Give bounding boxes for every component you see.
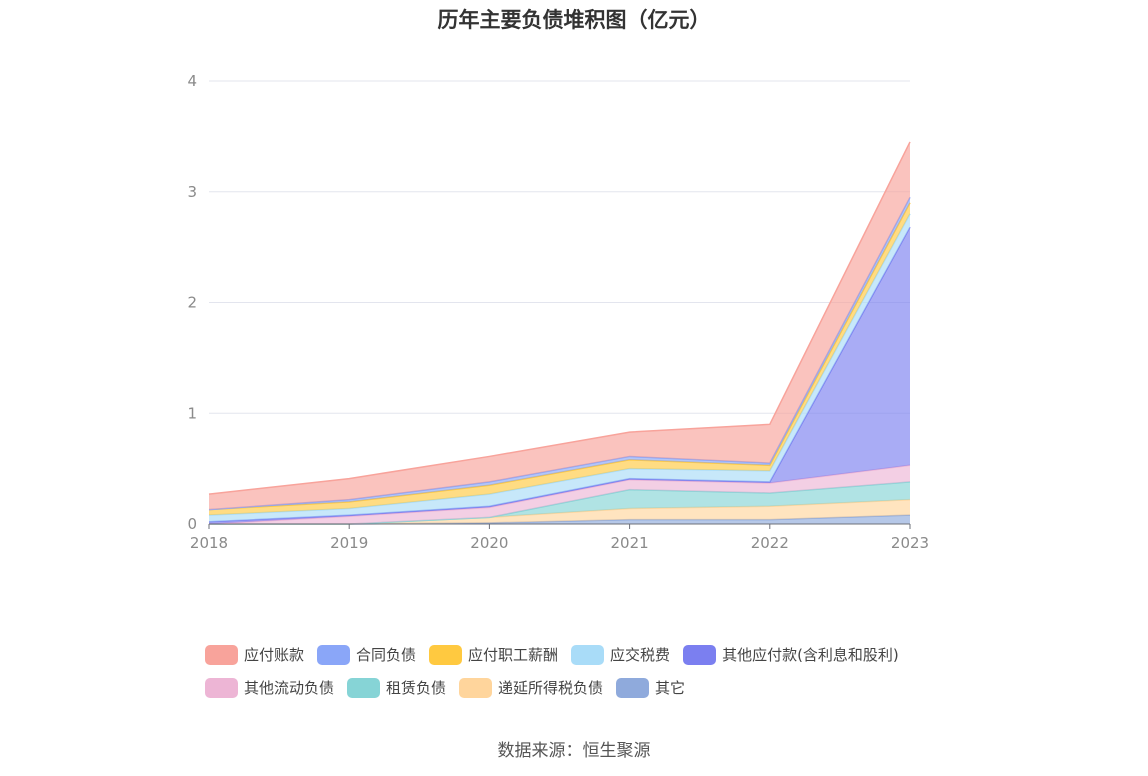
area-series <box>209 515 910 524</box>
y-tick-label: 2 <box>187 294 197 312</box>
legend-label: 其他应付款(含利息和股利) <box>722 646 899 664</box>
area-series-line <box>208 141 911 495</box>
stacked-areas <box>208 141 911 525</box>
x-tick-label: 2021 <box>611 534 649 552</box>
legend-label: 其他流动负债 <box>244 679 335 697</box>
area-series <box>209 465 910 524</box>
legend-item[interactable]: 其他流动负债 <box>205 677 334 698</box>
chart-title: 历年主要负债堆积图（亿元） <box>437 8 711 32</box>
x-tick-label: 2019 <box>330 534 368 552</box>
source-note: 数据来源：恒生聚源 <box>497 741 651 761</box>
legend-item[interactable]: 应交税费 <box>571 644 670 665</box>
legend-item[interactable]: 递延所得税负债 <box>459 677 603 698</box>
legend: 应付账款 合同负债 应付职工薪酬 应交税费 其他应付款(含利息和股利) 其他流动负债 租赁负… <box>205 638 965 704</box>
legend-swatch <box>347 677 381 698</box>
legend-label: 应付职工薪酬 <box>468 646 559 664</box>
legend-label: 递延所得税负债 <box>498 679 604 697</box>
legend-label: 其它 <box>655 679 686 697</box>
legend-item[interactable]: 租赁负债 <box>347 677 446 698</box>
legend-swatch <box>205 644 238 665</box>
legend-swatch <box>683 644 717 665</box>
x-tick-label: 2020 <box>470 534 508 552</box>
legend-swatch <box>459 677 493 698</box>
legend-swatch <box>571 644 605 665</box>
legend-swatch <box>429 644 463 665</box>
y-tick-label: 1 <box>187 404 197 422</box>
legend-label: 租赁负债 <box>386 679 447 697</box>
legend-swatch <box>317 644 351 665</box>
x-tick-label: 2023 <box>891 534 929 552</box>
legend-item[interactable]: 合同负债 <box>317 644 416 665</box>
legend-item[interactable]: 其他应付款(含利息和股利) <box>683 644 899 665</box>
legend-row: 应付账款 合同负债 应付职工薪酬 应交税费 其他应付款(含利息和股利) <box>205 638 965 671</box>
x-tick-label: 2022 <box>751 534 789 552</box>
area-series <box>209 499 910 524</box>
area-series-line <box>208 213 911 516</box>
legend-swatch <box>616 677 650 698</box>
legend-label: 应交税费 <box>610 646 671 664</box>
legend-item[interactable]: 应付账款 <box>205 644 304 665</box>
axes: 0 1 2 3 4 2018 2019 2020 2021 2022 2023 <box>187 72 929 552</box>
legend-row: 其他流动负债 租赁负债 递延所得税负债 其它 <box>205 671 965 704</box>
y-tick-label: 3 <box>187 183 197 201</box>
x-tick-label: 2018 <box>190 534 228 552</box>
legend-label: 合同负债 <box>356 646 417 664</box>
legend-swatch <box>205 677 238 698</box>
legend-label: 应付账款 <box>244 646 305 664</box>
legend-item[interactable]: 其它 <box>616 677 685 698</box>
legend-item[interactable]: 应付职工薪酬 <box>429 644 558 665</box>
y-tick-label: 0 <box>187 515 197 533</box>
y-tick-label: 4 <box>187 72 197 90</box>
